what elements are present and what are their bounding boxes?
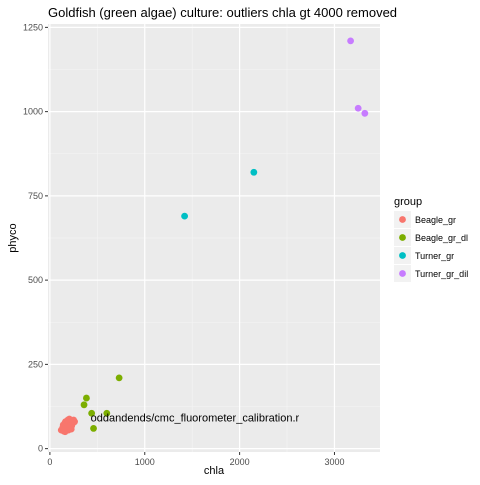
data-points [57, 37, 369, 436]
legend-title: group [394, 196, 422, 208]
data-point [250, 168, 258, 176]
y-tick-label: 500 [28, 275, 43, 285]
y-axis-label: phyco [7, 223, 19, 252]
legend-key-swatch [399, 234, 406, 241]
titles: Goldfish (green algae) culture: outliers… [48, 5, 397, 20]
y-tick-label: 750 [28, 191, 43, 201]
data-point [354, 104, 362, 112]
legend-item-label: Turner_gr [415, 251, 454, 261]
data-point [71, 418, 78, 426]
legend-item-label: Turner_gr_dil [415, 269, 468, 279]
x-tick-label: 2000 [230, 457, 250, 467]
legend: group Beagle_gr Beagle_gr_dl Turner_gr Turne… [394, 196, 468, 282]
data-point [103, 409, 111, 417]
legend-item-label: Beagle_gr_dl [415, 233, 468, 243]
y-tick-label: 1000 [23, 107, 43, 117]
data-point [90, 425, 97, 432]
annotations: oddandends/cmc_fluorometer_calibration.r [91, 413, 300, 425]
data-point [361, 109, 369, 117]
legend-item-label: Beagle_gr [415, 215, 456, 225]
y-tick-label: 0 [38, 444, 43, 454]
x-tick-label: 0 [47, 457, 52, 467]
legend-key-swatch [399, 252, 406, 259]
chart-title: Goldfish (green algae) culture: outliers… [48, 5, 397, 20]
x-tick-label: 1000 [135, 457, 155, 467]
y-tick-label: 250 [28, 359, 43, 369]
data-point [65, 415, 73, 423]
data-point [80, 401, 88, 409]
axes: 0 1000 2000 3000 0 250 500 750 1000 1250 chla phyco [7, 22, 344, 477]
data-point [347, 37, 354, 45]
data-point [67, 425, 75, 433]
legend-key-swatch [399, 270, 406, 277]
data-point [83, 394, 90, 402]
grid-lines [48, 24, 380, 452]
data-point [88, 409, 96, 417]
data-point [115, 374, 123, 382]
x-tick-label: 3000 [324, 457, 344, 467]
data-point [60, 427, 68, 435]
data-point [181, 212, 188, 220]
legend-key-swatch [399, 216, 406, 223]
y-tick-label: 1250 [23, 22, 43, 32]
x-axis-label: chla [204, 465, 225, 477]
annotation-text: oddandends/cmc_fluorometer_calibration.r [91, 413, 300, 425]
